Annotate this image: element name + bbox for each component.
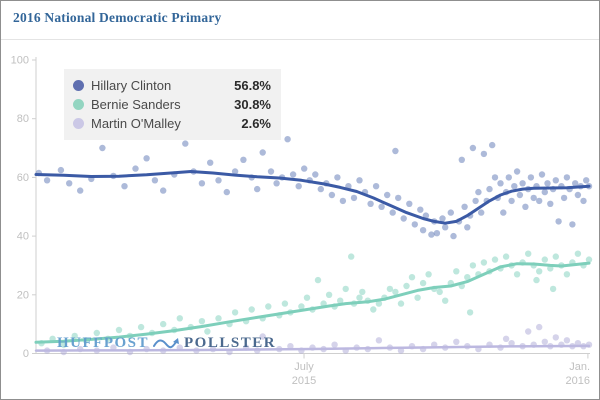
- legend: Hillary Clinton 56.8% Bernie Sanders 30.…: [64, 69, 281, 140]
- y-tick-label: 40: [17, 231, 29, 243]
- legend-value-sanders: 30.8%: [234, 97, 271, 112]
- y-tick-label: 100: [11, 55, 29, 67]
- title-divider: [1, 39, 599, 40]
- page-title: 2016 National Democratic Primary: [13, 10, 222, 25]
- legend-label-sanders: Bernie Sanders: [91, 97, 181, 112]
- legend-item-clinton[interactable]: Hillary Clinton 56.8%: [73, 76, 271, 95]
- x-tick-label: 2016: [566, 375, 590, 387]
- x-tick-label: Jan.: [569, 361, 590, 373]
- legend-value-clinton: 56.8%: [234, 78, 271, 93]
- clinton-trend-line: [34, 170, 591, 225]
- y-tick-label: 80: [17, 113, 29, 125]
- legend-swatch-sanders: [73, 99, 84, 110]
- clinton-scatter: [35, 136, 593, 240]
- huffpost-pollster-logo[interactable]: HUFFPOST POLLSTER: [57, 335, 276, 352]
- legend-swatch-omalley: [73, 118, 84, 129]
- x-tick-label: 2015: [292, 375, 316, 387]
- squiggle-trend-arrow-icon: [153, 336, 180, 352]
- legend-swatch-clinton: [73, 80, 84, 91]
- huffpost-wordmark: HUFFPOST: [57, 335, 150, 351]
- y-tick-label: 20: [17, 289, 29, 301]
- sanders-trend-line: [34, 261, 591, 344]
- legend-item-omalley[interactable]: Martin O'Malley 2.6%: [73, 114, 271, 133]
- y-tick-label: 0: [23, 348, 29, 360]
- legend-value-omalley: 2.6%: [241, 116, 271, 131]
- legend-item-sanders[interactable]: Bernie Sanders 30.8%: [73, 95, 271, 114]
- y-tick-label: 60: [17, 172, 29, 184]
- x-tick-label: July: [294, 361, 314, 373]
- omalley-trend-line: [34, 344, 591, 352]
- legend-label-omalley: Martin O'Malley: [91, 116, 181, 131]
- pollster-wordmark: POLLSTER: [184, 335, 277, 351]
- legend-label-clinton: Hillary Clinton: [91, 78, 172, 93]
